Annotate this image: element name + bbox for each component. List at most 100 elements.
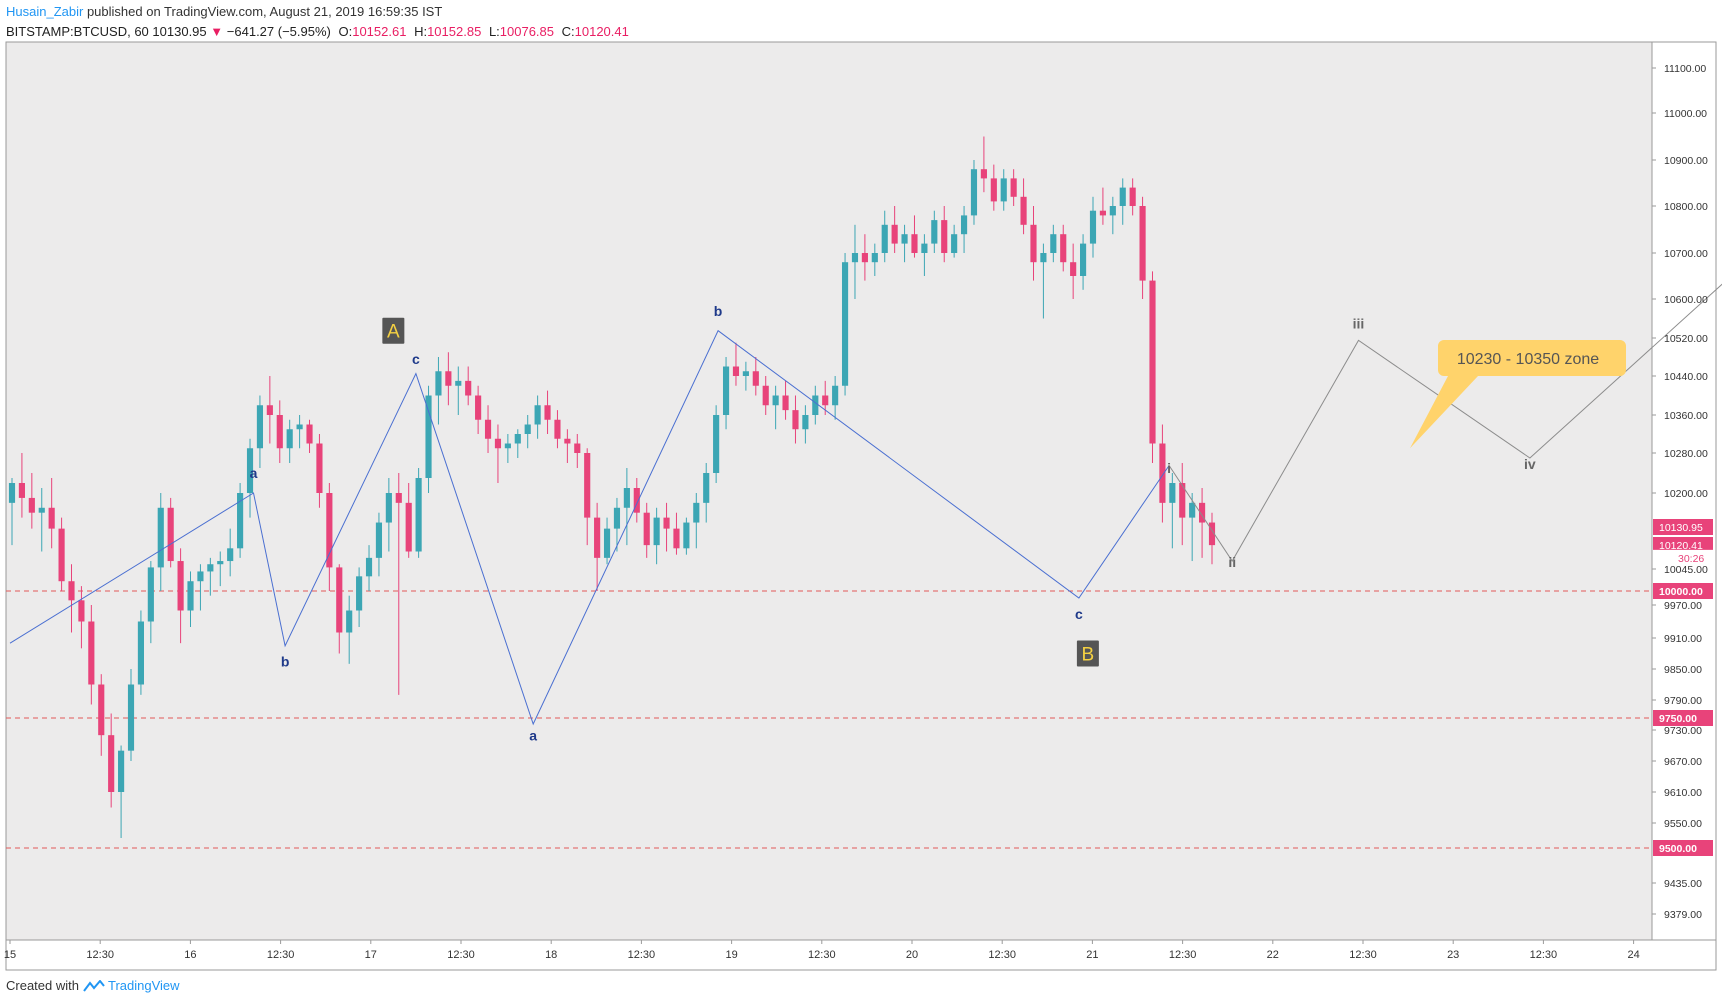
candle-body[interactable]: [574, 443, 581, 454]
candle-body[interactable]: [544, 405, 551, 420]
candle-body[interactable]: [891, 224, 898, 244]
candle-body[interactable]: [822, 395, 829, 406]
candle-body[interactable]: [752, 371, 759, 386]
candle-body[interactable]: [187, 581, 194, 611]
candle-body[interactable]: [137, 621, 144, 685]
candle-body[interactable]: [663, 517, 670, 529]
candle-body[interactable]: [960, 215, 968, 235]
candle-body[interactable]: [1070, 262, 1077, 276]
candle-body[interactable]: [841, 262, 849, 386]
candle-body[interactable]: [445, 371, 452, 386]
candle-body[interactable]: [415, 478, 422, 552]
candle-body[interactable]: [1139, 206, 1146, 281]
candle-body[interactable]: [118, 750, 125, 792]
candle-body[interactable]: [28, 497, 35, 513]
candle-body[interactable]: [742, 371, 749, 376]
tradingview-link[interactable]: TradingView: [83, 978, 180, 993]
candle-body[interactable]: [584, 453, 591, 518]
candle-body[interactable]: [613, 507, 621, 529]
candle-body[interactable]: [18, 483, 25, 498]
plot-area[interactable]: [6, 42, 1652, 940]
candle-body[interactable]: [68, 581, 75, 601]
candle-body[interactable]: [256, 405, 264, 449]
candle-body[interactable]: [48, 507, 55, 529]
candle-body[interactable]: [1189, 502, 1196, 518]
candle-body[interactable]: [157, 507, 164, 568]
symbol-label[interactable]: BITSTAMP:BTCUSD, 60: [6, 24, 149, 39]
candle-body[interactable]: [633, 488, 640, 513]
candle-body[interactable]: [405, 502, 412, 552]
candle-body[interactable]: [227, 548, 234, 562]
candle-body[interactable]: [167, 507, 174, 562]
candle-body[interactable]: [455, 380, 462, 386]
candle-body[interactable]: [1020, 196, 1027, 225]
candle-body[interactable]: [772, 395, 779, 406]
candle-body[interactable]: [385, 493, 392, 523]
candle-body[interactable]: [1030, 224, 1037, 263]
candle-body[interactable]: [484, 419, 492, 439]
candle-body[interactable]: [1149, 280, 1156, 444]
candle-body[interactable]: [266, 405, 273, 415]
candle-body[interactable]: [534, 405, 541, 425]
candle-body[interactable]: [1000, 178, 1007, 202]
candle-body[interactable]: [832, 385, 839, 406]
candle-body[interactable]: [951, 234, 958, 253]
candle-body[interactable]: [722, 366, 730, 416]
candle-body[interactable]: [812, 395, 819, 416]
candle-body[interactable]: [653, 517, 660, 546]
candle-body[interactable]: [643, 512, 650, 546]
candle-body[interactable]: [108, 735, 115, 792]
zone-callout[interactable]: [1410, 340, 1626, 449]
candle-body[interactable]: [1040, 253, 1047, 263]
candle-body[interactable]: [38, 507, 45, 513]
candle-body[interactable]: [435, 371, 442, 396]
candle-body[interactable]: [1099, 210, 1106, 216]
candle-body[interactable]: [564, 438, 571, 444]
abc-wave-line[interactable]: [9, 329, 1170, 726]
candle-body[interactable]: [673, 528, 680, 549]
candle-body[interactable]: [237, 493, 244, 549]
candle-body[interactable]: [931, 220, 938, 244]
impulse-wave-line[interactable]: [1168, 132, 1722, 562]
candle-body[interactable]: [732, 366, 740, 377]
candle-body[interactable]: [524, 424, 531, 435]
time-axis[interactable]: [6, 940, 1716, 970]
candle-body[interactable]: [1129, 187, 1136, 206]
candle-body[interactable]: [246, 448, 254, 493]
candle-body[interactable]: [762, 385, 769, 406]
candle-body[interactable]: [494, 438, 502, 449]
candle-body[interactable]: [921, 243, 928, 253]
candle-body[interactable]: [58, 528, 65, 582]
candle-body[interactable]: [286, 429, 293, 449]
candle-body[interactable]: [336, 567, 343, 633]
candle-body[interactable]: [703, 473, 710, 503]
candle-body[interactable]: [296, 424, 303, 430]
candle-body[interactable]: [792, 410, 799, 430]
candle-body[interactable]: [316, 443, 323, 494]
candle-body[interactable]: [1010, 178, 1017, 197]
candle-body[interactable]: [217, 561, 224, 565]
candle-body[interactable]: [782, 395, 789, 411]
candle-body[interactable]: [693, 502, 700, 523]
candle-body[interactable]: [911, 234, 918, 253]
candle-body[interactable]: [990, 178, 997, 202]
candle-body[interactable]: [1208, 522, 1216, 546]
candle-body[interactable]: [147, 567, 154, 622]
candle-body[interactable]: [881, 224, 888, 253]
candle-body[interactable]: [326, 493, 333, 568]
candle-body[interactable]: [1050, 234, 1057, 253]
candle-body[interactable]: [980, 169, 987, 179]
candle-body[interactable]: [425, 395, 432, 479]
candle-body[interactable]: [465, 380, 472, 396]
candle-body[interactable]: [504, 443, 511, 449]
candle-body[interactable]: [554, 419, 561, 439]
candle-body[interactable]: [177, 561, 184, 611]
candle-body[interactable]: [623, 488, 630, 508]
candle-body[interactable]: [1179, 483, 1186, 518]
candle-body[interactable]: [1169, 483, 1176, 503]
candle-body[interactable]: [197, 571, 204, 582]
candle-body[interactable]: [861, 253, 868, 263]
candle-body[interactable]: [1080, 243, 1087, 276]
candle-body[interactable]: [395, 493, 402, 503]
